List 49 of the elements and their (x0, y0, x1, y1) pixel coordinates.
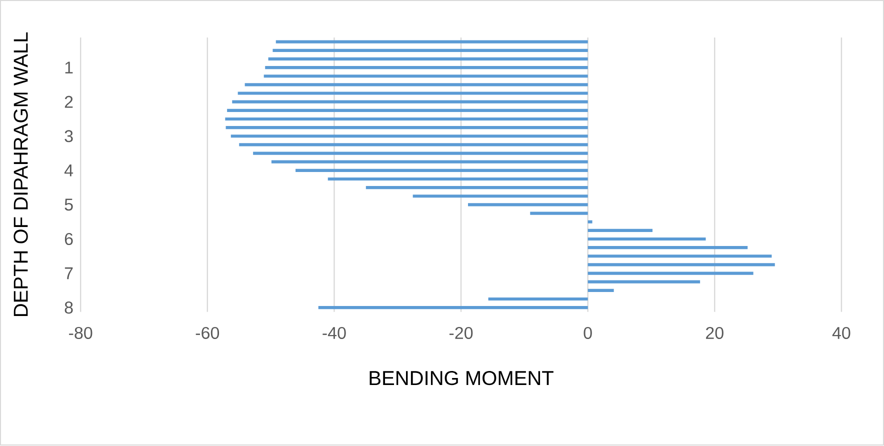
bar (253, 152, 588, 156)
x-tick-label: -60 (196, 327, 220, 340)
bar (588, 246, 748, 250)
bar (244, 83, 588, 86)
y-tick-label: 5 (64, 199, 73, 211)
bar (588, 220, 592, 224)
x-tick-label: 20 (706, 327, 724, 340)
x-tick-label: -80 (69, 327, 92, 340)
bar (588, 272, 754, 276)
bar (268, 58, 588, 61)
bar (588, 280, 700, 284)
bar (265, 66, 588, 70)
bar (412, 194, 588, 198)
bar (232, 100, 588, 104)
x-tick-label: -40 (322, 327, 346, 340)
bar (588, 289, 614, 292)
x-tick-label: 40 (832, 327, 850, 340)
bar (296, 169, 588, 172)
y-tick-label: 1 (65, 62, 73, 74)
y-tick-label: 3 (64, 130, 73, 142)
y-tick-label: 8 (64, 302, 73, 314)
bar (488, 298, 588, 301)
y-tick-label: 2 (64, 96, 73, 108)
x-axis-title: BENDING MOMENT (370, 371, 554, 386)
bar (588, 229, 653, 232)
bar (225, 118, 588, 121)
bar (230, 134, 588, 138)
bar (530, 212, 588, 216)
bar (328, 178, 588, 181)
bar (238, 92, 588, 96)
bar (318, 306, 588, 310)
bar (226, 126, 588, 130)
bar (588, 254, 772, 258)
bar (276, 40, 588, 44)
x-tick-label: -20 (449, 327, 473, 340)
bar (588, 238, 706, 241)
x-tick-label: 0 (584, 327, 592, 340)
bar (271, 160, 588, 164)
bar (588, 263, 775, 266)
y-tick-label: 6 (64, 233, 73, 246)
bar (264, 74, 588, 78)
bar (366, 186, 588, 190)
y-axis-title: DEPTH OF DIPAHRAGM WALL (14, 32, 28, 316)
y-tick-label: 4 (64, 164, 74, 177)
bar (239, 143, 588, 146)
bar (272, 49, 588, 52)
bar (468, 203, 588, 206)
bar (227, 109, 588, 112)
y-tick-label: 7 (64, 268, 73, 280)
